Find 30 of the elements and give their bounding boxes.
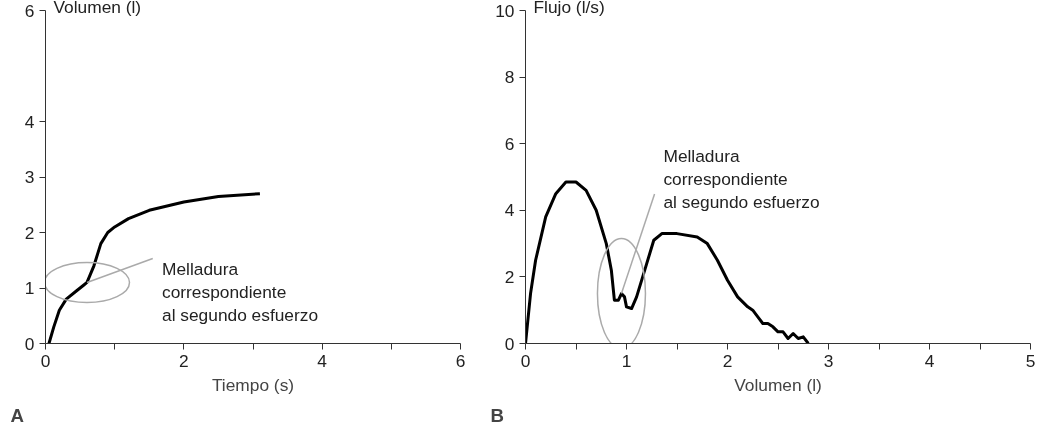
y-tick-label: 2	[24, 222, 35, 243]
x-tick-label: 0	[40, 350, 51, 371]
y-tick-label: 4	[24, 111, 35, 132]
y-axis-title: Flujo (l/s)	[533, 0, 605, 17]
x-axis-title: Tiempo (s)	[211, 374, 295, 395]
y-tick-label: 6	[504, 133, 515, 154]
x-tick-label: 0	[520, 350, 531, 371]
y-tick-label: 2	[504, 266, 515, 287]
y-tick-label: 4	[504, 200, 515, 221]
y-tick-label: 10	[495, 0, 515, 21]
y-tick-label: 6	[24, 0, 35, 21]
y-tick-label: 8	[504, 67, 515, 88]
x-tick-label: 5	[1025, 350, 1036, 371]
x-tick-label: 4	[924, 350, 935, 371]
x-axis-title: Volumen (l)	[734, 374, 822, 395]
annotation: Melladura correspondiente al segundo esfuerzo	[162, 259, 319, 326]
x-tick-label: 6	[455, 350, 466, 371]
x-tick-label: 2	[722, 350, 733, 371]
y-tick-label: 1	[24, 278, 35, 298]
text: A	[10, 404, 24, 426]
y-axis-title: Volumen (l)	[53, 0, 142, 17]
annotation: Melladura correspondiente al segundo esfuerzo	[663, 145, 820, 212]
text: B	[490, 404, 504, 426]
x-tick-label: 2	[179, 350, 189, 371]
y-tick-label: 0	[504, 333, 515, 354]
x-tick-label: 4	[317, 350, 328, 371]
x-tick-label: 3	[823, 350, 834, 371]
y-tick-label: 0	[24, 333, 35, 354]
y-tick-label: 3	[24, 167, 35, 187]
x-tick-label: 1	[621, 350, 632, 371]
